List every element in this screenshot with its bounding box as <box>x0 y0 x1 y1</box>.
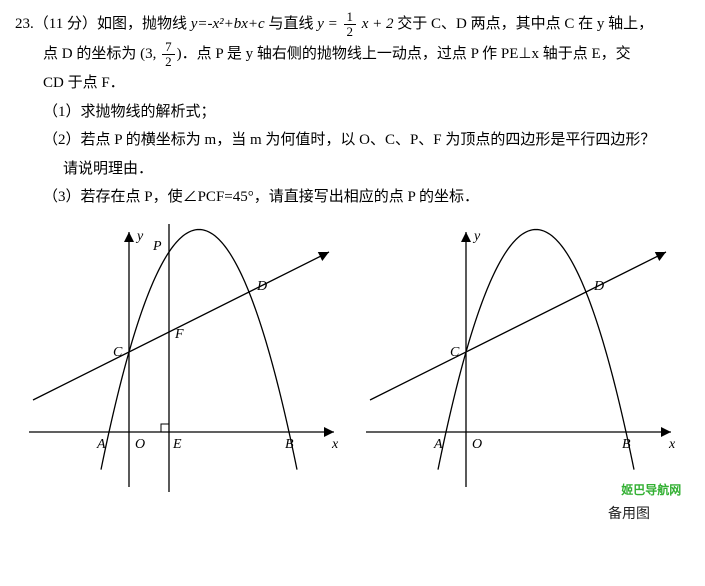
svg-text:D: D <box>256 279 267 294</box>
question-2: （2）若点 P 的横坐标为 m，当 m 为何值时，以 O、C、P、F 为顶点的四… <box>15 126 690 155</box>
svg-text:y: y <box>472 229 481 244</box>
problem-number: 23. <box>15 16 34 32</box>
svg-text:x: x <box>668 437 676 452</box>
stem-line-3: CD 于点 F． <box>15 69 690 98</box>
svg-text:x: x <box>331 437 339 452</box>
t: y = <box>317 16 341 32</box>
figure-main-svg: A O B C Dx y E F P <box>24 222 344 502</box>
den: 2 <box>162 55 175 69</box>
eq-parabola: y=-x²+bx+c <box>191 16 265 32</box>
den: 2 <box>344 25 357 39</box>
t: 如图，抛物线 <box>97 16 191 32</box>
svg-text:F: F <box>174 327 184 342</box>
frac-half: 12 <box>344 10 357 40</box>
figure-spare-svg: A O B C Dx y <box>361 222 681 502</box>
problem-points: （11 分） <box>34 16 97 32</box>
svg-text:O: O <box>135 437 145 452</box>
svg-text:O: O <box>472 437 482 452</box>
svg-text:P: P <box>152 239 162 254</box>
svg-text:E: E <box>172 437 182 452</box>
t: 点 D 的坐标为 (3, <box>43 46 160 62</box>
figures-row: AOBCDxyEFP AOBCDxy 姬巴导航网 <box>15 222 690 502</box>
svg-text:C: C <box>113 345 123 360</box>
t: )．点 P 是 y 轴右侧的抛物线上一动点，过点 P 作 PE⊥x 轴于点 E，… <box>177 46 631 62</box>
svg-text:y: y <box>135 229 144 244</box>
t: 交于 C、D 两点，其中点 C 在 y 轴上， <box>394 16 654 32</box>
svg-text:B: B <box>622 437 631 452</box>
t: x + 2 <box>358 16 394 32</box>
num: 1 <box>344 10 357 25</box>
figure-spare: AOBCDxy 姬巴导航网 <box>361 222 681 502</box>
svg-text:A: A <box>96 437 106 452</box>
svg-text:C: C <box>450 345 460 360</box>
frac-D: 72 <box>162 40 175 70</box>
problem-block: 23.（11 分）如图，抛物线 y=-x²+bx+c 与直线 y = 12 x … <box>15 10 690 212</box>
svg-text:B: B <box>285 437 294 452</box>
question-3: （3）若存在点 P，使∠PCF=45°，请直接写出相应的点 P 的坐标． <box>15 183 690 212</box>
question-2-cont: 请说明理由． <box>15 155 690 184</box>
svg-text:A: A <box>433 437 443 452</box>
t: 与直线 <box>265 16 318 32</box>
stem-line-2: 点 D 的坐标为 (3, 72)．点 P 是 y 轴右侧的抛物线上一动点，过点 … <box>15 40 690 70</box>
num: 7 <box>162 40 175 55</box>
stem-line-1: 23.（11 分）如图，抛物线 y=-x²+bx+c 与直线 y = 12 x … <box>15 10 690 40</box>
spare-caption: 备用图 <box>15 502 690 529</box>
svg-text:D: D <box>593 279 604 294</box>
question-1: （1）求抛物线的解析式； <box>15 98 690 127</box>
figure-main: A O B C Dx y E F P <box>24 222 344 502</box>
